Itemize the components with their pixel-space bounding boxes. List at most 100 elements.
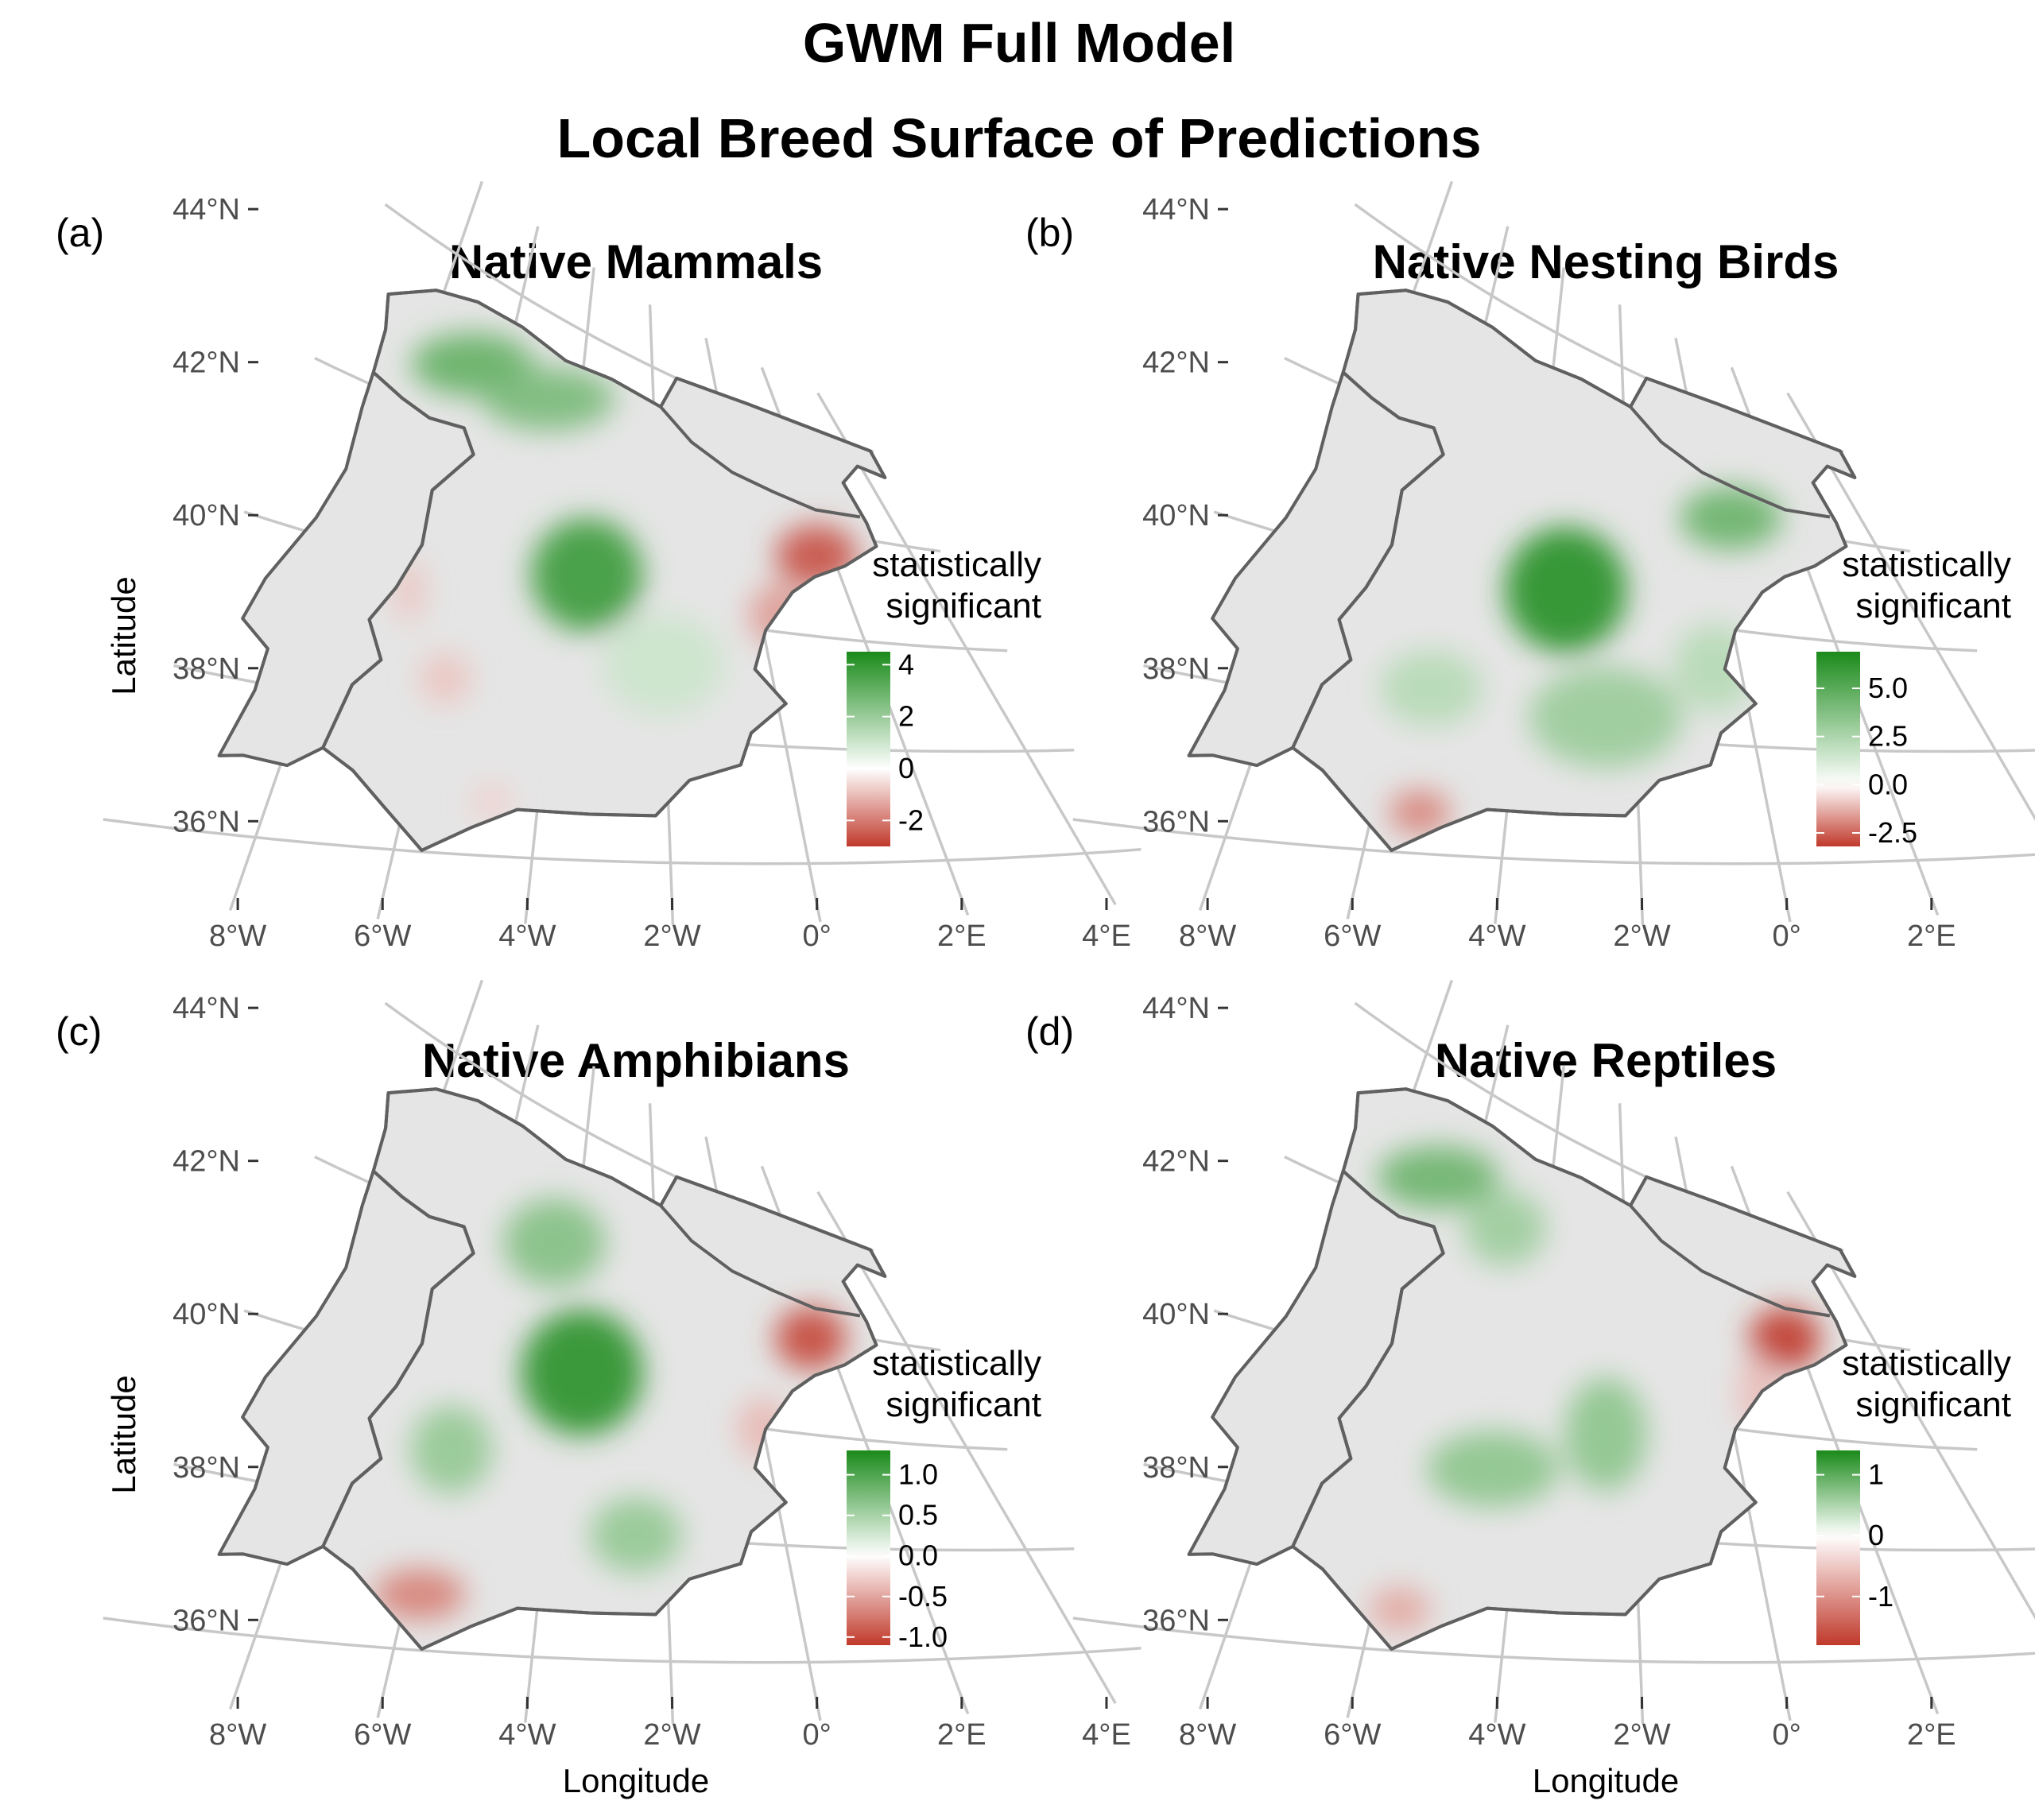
surface-blob <box>1680 486 1782 550</box>
lon-tick-label: 6°W <box>354 920 411 953</box>
surface-blob <box>1504 527 1627 653</box>
lon-tick-label: 2°W <box>1613 920 1670 953</box>
panel-title-b: Native Nesting Birds <box>1373 235 1839 288</box>
graticule-lon <box>816 392 1117 905</box>
lon-tick-label: 2°W <box>643 920 700 953</box>
axes-c: 44°N 42°N 40°N 38°N 36°N 8°W 6°W 4°W 2°W 0° 2°E 4°E… <box>105 992 1131 1799</box>
legend-title: significant <box>886 1385 1041 1424</box>
lon-tick-label: 2°W <box>1613 1718 1670 1752</box>
figure-title-line1: GWM Full Model <box>803 12 1235 74</box>
legend-colorbar <box>1816 652 1860 846</box>
lat-tick-label: 44°N <box>1142 992 1210 1025</box>
lon-tick-label: 4°W <box>498 920 556 953</box>
surface-blob <box>374 1569 466 1620</box>
axes-b: 44°N42°N40°N38°N36°N8°W6°W4°W2°W0°2°E4°E <box>1142 193 1956 953</box>
lon-tick-label: 4°W <box>1468 920 1525 953</box>
prediction-surface-d <box>1369 1145 1821 1632</box>
france-border <box>1629 1204 1831 1318</box>
lon-tick-label: 2°E <box>937 920 986 953</box>
lon-tick-label: 6°W <box>1324 1718 1381 1752</box>
lon-tick-label: 2°E <box>1907 1718 1956 1752</box>
lat-tick-label: 36°N <box>172 1604 240 1637</box>
surface-blob <box>530 518 643 632</box>
legend-tick-label: 0 <box>1868 1519 1884 1551</box>
lat-tick-label: 38°N <box>1142 1451 1210 1485</box>
lon-tick-label: 4°W <box>498 1718 556 1752</box>
lat-tick-label: 42°N <box>1142 1145 1210 1179</box>
lat-tick-label: 38°N <box>172 1451 240 1485</box>
lon-tick-label: 8°W <box>209 920 266 953</box>
lat-tick-label: 42°N <box>172 1145 240 1179</box>
axes-d: 44°N42°N40°N38°N36°N8°W6°W4°W2°W0°2°E4°E… <box>1142 992 1956 1799</box>
panel-b: (b) Native Nesting Birds 44°N 42°N 40°N 38°N 3… <box>1025 180 2035 953</box>
legend-tick-label: 2.5 <box>1868 720 1908 753</box>
surface-blob <box>503 1198 606 1287</box>
legend-tick-label: 0.0 <box>1868 768 1908 800</box>
panel-label-b: (b) <box>1025 211 1074 255</box>
lat-tick-label: 42°N <box>172 347 240 380</box>
lon-tick-label: 2°E <box>937 1718 986 1752</box>
surface-blob <box>1427 1431 1560 1507</box>
lat-tick-label: 40°N <box>172 499 240 532</box>
lon-tick-label: 4°W <box>1468 1718 1525 1752</box>
axes-a: 44°N 42°N 40°N 38°N 36°N 8°W 6°W 4°W 2°W 0° 2°E 4°E… <box>105 193 1131 953</box>
panel-title-c: Native Amphibians <box>422 1034 850 1087</box>
lat-tick-label: 44°N <box>172 992 240 1025</box>
legend-tick-label: 0.5 <box>898 1499 938 1532</box>
y-axis-label: Latitude <box>105 576 142 695</box>
surface-blob <box>590 1497 682 1573</box>
legend-title: statistically <box>1842 1344 2011 1383</box>
surface-blob <box>1463 1190 1546 1266</box>
panel-d: (d) Native Reptiles 44°N 42°N 40°N 38°N 36°N 8°… <box>1025 979 2035 1799</box>
panel-label-a: (a) <box>56 211 104 255</box>
lat-tick-label: 38°N <box>1142 652 1210 686</box>
graticule-lat <box>103 1617 1142 1664</box>
lat-tick-label: 36°N <box>1142 805 1210 838</box>
lon-tick-label: 6°W <box>1324 920 1381 953</box>
lat-tick-label: 38°N <box>172 652 240 686</box>
surface-blob <box>1564 1377 1647 1491</box>
surface-blob <box>1377 1145 1499 1209</box>
legend-colorbar <box>847 652 890 846</box>
lat-tick-label: 36°N <box>172 805 240 838</box>
legend-title: statistically <box>872 1344 1041 1383</box>
panel-c: (c) Native Amphibians 44°N 42°N 40°N 38°N 36°N… <box>56 979 1142 1799</box>
surface-blob <box>471 783 513 821</box>
legend-title: significant <box>886 587 1041 625</box>
surface-blob <box>775 1307 847 1370</box>
lat-tick-label: 44°N <box>1142 193 1210 227</box>
lon-tick-label: 8°W <box>209 1718 266 1752</box>
figure-title-line2: Local Breed Surface of Predictions <box>556 107 1481 169</box>
panels: (a) Native Mammals 44°N 42°N 40°N 38°N 36°N 8°W… <box>56 180 2035 1799</box>
surface-blob <box>1389 790 1451 834</box>
surface-blob <box>420 653 471 704</box>
lon-tick-label: 0° <box>1773 1718 1801 1752</box>
lon-tick-label: 8°W <box>1179 1718 1236 1752</box>
legend-tick-label: 0 <box>898 752 914 784</box>
coastline <box>321 1087 887 1651</box>
france-border <box>1629 405 1831 519</box>
lat-tick-label: 36°N <box>1142 1604 1210 1637</box>
legend-title: statistically <box>872 545 1041 584</box>
x-axis-label: Longitude <box>1533 1762 1680 1799</box>
surface-blob <box>1749 1307 1821 1371</box>
graticule-lon <box>1786 392 2035 821</box>
coastline <box>1291 1087 1857 1651</box>
lon-tick-label: 6°W <box>354 1718 411 1752</box>
legend-tick-label: 2 <box>898 700 914 733</box>
graticule-lat <box>103 818 1142 865</box>
legend-tick-label: 0.0 <box>898 1539 938 1572</box>
surface-blob <box>1529 667 1682 768</box>
legend-tick-label: -1.0 <box>898 1621 948 1653</box>
legend-tick-label: -0.5 <box>898 1580 948 1613</box>
legend-tick-label: -2 <box>898 804 924 836</box>
coastline <box>321 288 887 852</box>
lat-tick-label: 40°N <box>172 1298 240 1331</box>
surface-blob <box>602 614 725 715</box>
lon-tick-label: 0° <box>1773 920 1801 953</box>
legend-tick-label: 1.0 <box>898 1458 938 1491</box>
surface-blob <box>521 1309 643 1436</box>
